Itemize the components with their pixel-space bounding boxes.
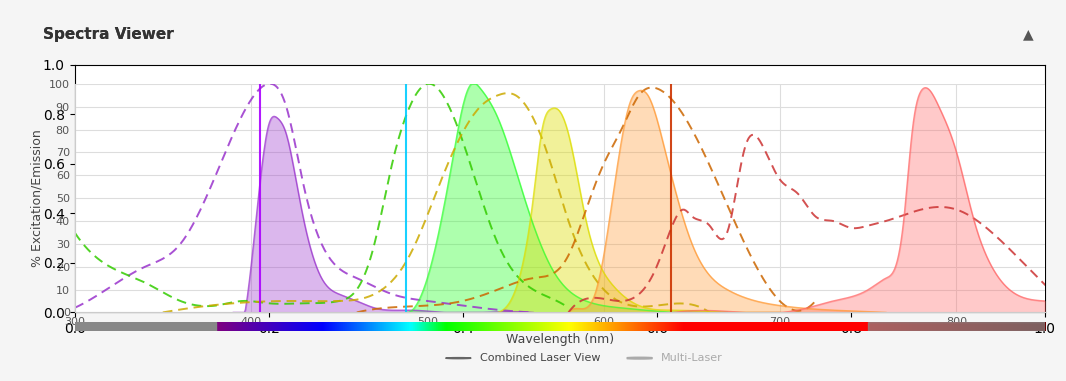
- Text: Multi-Laser: Multi-Laser: [661, 353, 723, 363]
- Y-axis label: % Excitation/Emission: % Excitation/Emission: [30, 129, 44, 267]
- Text: Spectra Viewer: Spectra Viewer: [43, 27, 174, 42]
- Text: Combined Laser View: Combined Laser View: [480, 353, 600, 363]
- Circle shape: [446, 358, 471, 359]
- Text: Spectra Viewer: Spectra Viewer: [43, 27, 174, 42]
- X-axis label: Wavelength (nm): Wavelength (nm): [505, 333, 614, 346]
- Text: ▲: ▲: [1023, 27, 1034, 41]
